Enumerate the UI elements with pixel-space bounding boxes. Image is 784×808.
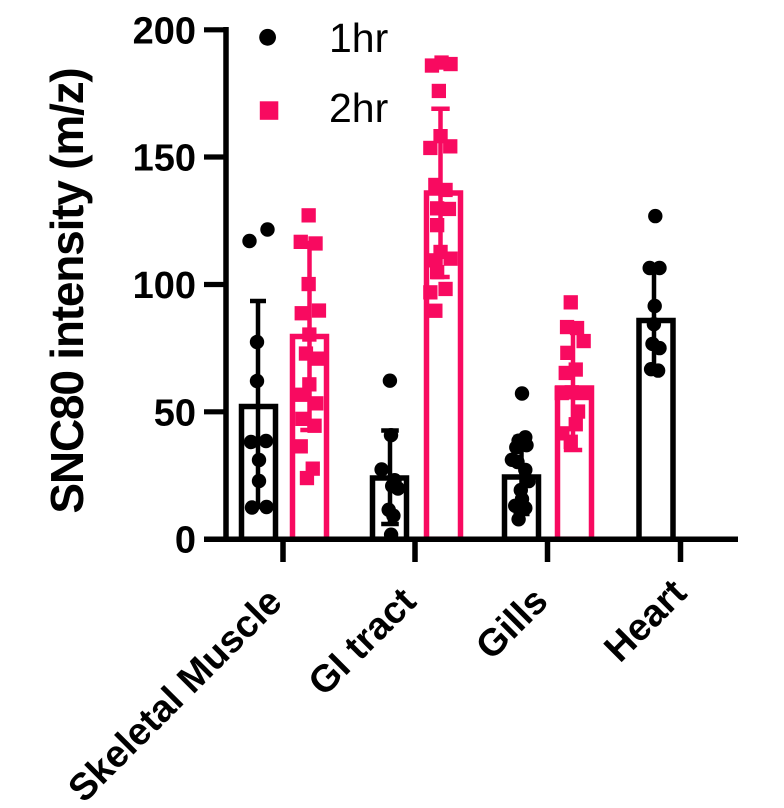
svg-text:SNC80 intensity (m/z): SNC80 intensity (m/z) [41,68,93,513]
svg-text:200: 200 [133,10,196,52]
svg-text:100: 100 [133,265,196,307]
svg-text:150: 150 [133,138,196,180]
svg-text:50: 50 [154,392,196,434]
svg-text:0: 0 [175,520,196,562]
svg-text:1hr: 1hr [329,15,388,61]
svg-text:2hr: 2hr [329,85,388,131]
